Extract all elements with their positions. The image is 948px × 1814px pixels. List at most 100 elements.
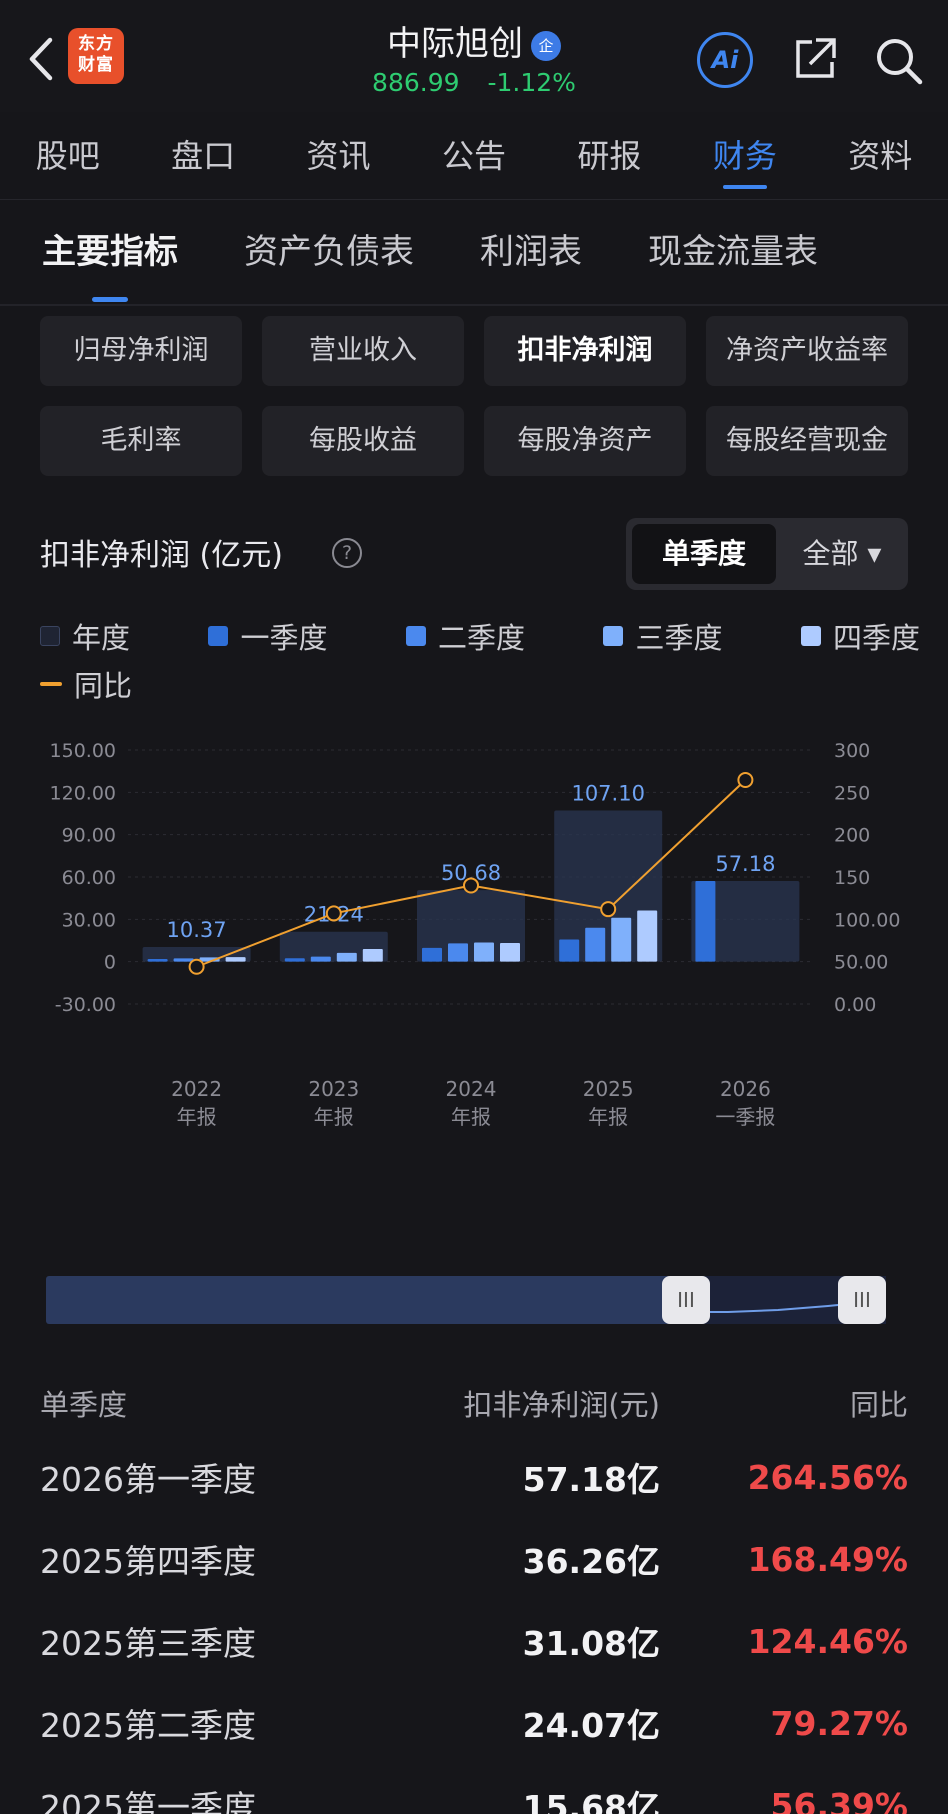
- stock-change: -1.12%: [487, 68, 576, 97]
- row-period: 2025第四季度: [40, 1542, 256, 1581]
- annual-value-label: 57.18: [715, 852, 775, 876]
- row-period: 2025第一季度: [40, 1788, 256, 1814]
- table-row[interactable]: 2026第一季度 57.18亿 264.56%: [40, 1436, 908, 1518]
- tab-finance[interactable]: 财务: [677, 112, 812, 199]
- table-row[interactable]: 2025第三季度 31.08亿 124.46%: [40, 1600, 908, 1682]
- period-all-dropdown[interactable]: 全部 ▾: [802, 537, 882, 570]
- tab-pankou[interactable]: 盘口: [171, 137, 236, 175]
- x-tick-label: 年报: [177, 1105, 217, 1129]
- legend-q1[interactable]: 一季度: [208, 615, 328, 657]
- ai-button[interactable]: Ai: [697, 32, 753, 88]
- legend-annual[interactable]: 年度: [40, 615, 130, 657]
- profit-chart[interactable]: 150.00 120.00 90.00 60.00 30.00 0 -30.00 300 250…: [0, 720, 948, 1260]
- chart-title: 扣非净利润 (亿元): [40, 538, 283, 573]
- back-arrow-icon[interactable]: [22, 34, 62, 84]
- x-tick-label: 年报: [588, 1105, 628, 1129]
- metric-chip[interactable]: 净资产收益率: [706, 316, 908, 386]
- x-tick-label: 年报: [314, 1105, 354, 1129]
- tab-news[interactable]: 资讯: [306, 137, 371, 175]
- annual-value-label: 10.37: [167, 918, 227, 942]
- y-left-tick-label: 120.00: [50, 782, 116, 804]
- tab-profile[interactable]: 资料: [848, 137, 913, 175]
- quarterly-table: 单季度 扣非净利润(元) 同比 2026第一季度 57.18亿 264.56% …: [40, 1370, 908, 1814]
- table-row[interactable]: 2025第一季度 15.68亿 56.39%: [40, 1764, 908, 1814]
- metric-chip[interactable]: 每股经营现金: [706, 406, 908, 476]
- annual-bar: [417, 890, 525, 962]
- quarter-bar: [559, 939, 580, 962]
- legend-line-swatch: [40, 682, 62, 686]
- legend-label: 同比: [74, 669, 133, 703]
- x-tick-label: 2026: [720, 1077, 771, 1101]
- row-period: 2025第三季度: [40, 1624, 256, 1663]
- period-toggle: 单季度 全部 ▾: [626, 518, 908, 590]
- subtab-cash-flow[interactable]: 现金流量表: [648, 232, 818, 272]
- legend-label: 一季度: [240, 621, 328, 655]
- yoy-point: [600, 901, 617, 918]
- metric-chip-selected[interactable]: 扣非净利润: [484, 316, 686, 386]
- divider: [0, 304, 948, 306]
- legend-label: 年度: [72, 621, 131, 655]
- metric-chip[interactable]: 每股净资产: [484, 406, 686, 476]
- row-period: 2025第二季度: [40, 1706, 256, 1745]
- table-header: 单季度 扣非净利润(元) 同比: [40, 1370, 908, 1436]
- eastmoney-logo[interactable]: 东方 财富: [68, 28, 124, 84]
- range-handle-right[interactable]: III: [838, 1276, 886, 1324]
- row-period: 2026第一季度: [40, 1460, 256, 1499]
- finance-sub-tabs: 主要指标 资产负债表 利润表 现金流量表: [0, 204, 948, 304]
- period-single-quarter[interactable]: 单季度: [632, 524, 776, 584]
- logo-text-2: 财富: [78, 55, 114, 75]
- chart-legend: 年度 一季度 二季度 三季度 四季度 同比: [40, 612, 920, 708]
- row-value: 15.68亿: [522, 1788, 660, 1814]
- metric-chip[interactable]: 每股收益: [262, 406, 464, 476]
- search-icon[interactable]: [872, 34, 926, 88]
- x-tick-label: 一季报: [715, 1105, 775, 1129]
- legend-q2[interactable]: 二季度: [405, 615, 525, 657]
- quarter-bar: [448, 943, 468, 962]
- legend-swatch: [800, 626, 821, 646]
- tab-guba[interactable]: 股吧: [35, 137, 100, 175]
- y-right-tick-label: 250: [834, 782, 870, 804]
- annual-bar: [142, 947, 251, 962]
- share-icon[interactable]: [790, 34, 840, 84]
- row-value: 24.07亿: [522, 1706, 660, 1745]
- quarter-bar: [225, 957, 246, 962]
- subtab-balance-sheet[interactable]: 资产负债表: [244, 232, 414, 272]
- legend-swatch: [603, 626, 624, 646]
- legend-q4[interactable]: 四季度: [800, 615, 920, 657]
- row-yoy: 264.56%: [747, 1457, 908, 1497]
- quarter-bar: [695, 880, 716, 962]
- chart-range-slider[interactable]: III III: [46, 1276, 886, 1324]
- table-row[interactable]: 2025第四季度 36.26亿 168.49%: [40, 1518, 908, 1600]
- y-right-tick-label: 200: [834, 825, 870, 847]
- top-bar: 东方 财富 中际旭创企 886.99 -1.12% Ai: [0, 0, 948, 112]
- help-icon[interactable]: ?: [332, 538, 362, 568]
- legend-swatch: [40, 626, 60, 646]
- legend-yoy[interactable]: 同比: [40, 663, 132, 705]
- table-row[interactable]: 2025第二季度 24.07亿 79.27%: [40, 1682, 908, 1764]
- legend-q3[interactable]: 三季度: [603, 615, 722, 657]
- y-right-tick-label: 150: [834, 867, 870, 889]
- annual-bar: [554, 810, 663, 962]
- annual-bar: [279, 931, 388, 962]
- range-handle-left[interactable]: III: [662, 1276, 710, 1324]
- y-right-tick-label: 0.00: [834, 994, 876, 1016]
- quarter-bar: [585, 927, 606, 962]
- subtab-income-statement[interactable]: 利润表: [480, 232, 582, 272]
- row-value: 31.08亿: [522, 1624, 660, 1663]
- x-tick-label: 2022: [171, 1077, 222, 1101]
- y-left-tick-label: 30.00: [62, 909, 116, 931]
- row-value: 36.26亿: [522, 1542, 660, 1581]
- stock-price: 886.99: [372, 68, 460, 97]
- tab-announcements[interactable]: 公告: [441, 137, 506, 175]
- metric-chip[interactable]: 毛利率: [40, 406, 242, 476]
- stock-name: 中际旭创企: [0, 16, 948, 65]
- y-left-tick-label: 150.00: [50, 740, 116, 762]
- metric-chip[interactable]: 归母净利润: [40, 316, 242, 386]
- quarter-bar: [310, 956, 331, 962]
- tab-research[interactable]: 研报: [577, 137, 642, 175]
- x-tick-label: 2023: [308, 1077, 359, 1101]
- metric-chip[interactable]: 营业收入: [262, 316, 464, 386]
- subtab-key-indicators[interactable]: 主要指标: [42, 204, 178, 304]
- y-right-tick-label: 300: [834, 740, 870, 762]
- x-tick-label: 2024: [446, 1077, 497, 1101]
